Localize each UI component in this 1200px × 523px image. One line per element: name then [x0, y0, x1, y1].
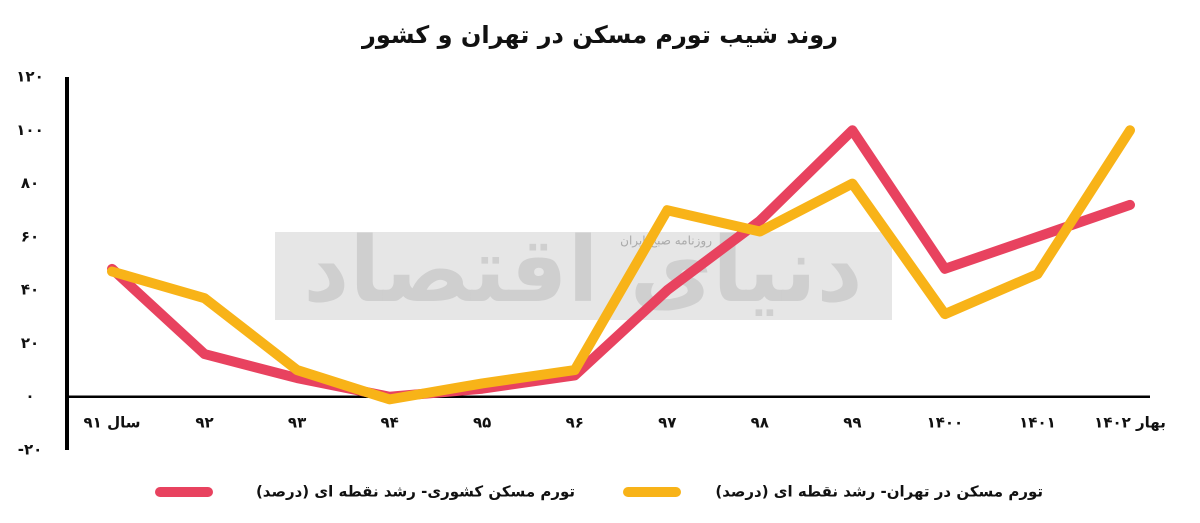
watermark: دنیای اقتصاد	[303, 218, 863, 323]
watermark-band	[275, 232, 892, 320]
y-tick-label: ۱۰۰	[16, 121, 43, 139]
x-tick-label: سال ۹۱	[84, 414, 141, 432]
x-tick-label: ۹۶	[566, 414, 584, 432]
y-tick-label: -۲۰	[18, 441, 43, 459]
watermark-subtitle: روزنامه صبح ایران	[620, 234, 712, 249]
series-line	[107, 125, 1135, 402]
legend-label: تورم مسکن کشوری- رشد نقطه ای (درصد)	[256, 483, 575, 501]
y-tick-label: ۰	[25, 387, 34, 405]
x-tick-label: ۱۴۰۰	[927, 414, 964, 432]
x-tick-label: ۹۷	[658, 414, 676, 432]
x-tick-label: ۹۵	[473, 414, 491, 432]
y-tick-label: ۶۰	[21, 227, 39, 245]
chart-title: روند شیب تورم مسکن در تهران و کشور	[361, 21, 838, 49]
x-tick-label: ۹۲	[195, 414, 213, 432]
x-tick-label: بهار ۱۴۰۲	[1094, 414, 1166, 432]
x-tick-label: ۱۴۰۱	[1019, 414, 1056, 432]
x-tick-label: ۹۳	[288, 414, 306, 432]
x-tick-label: ۹۴	[380, 414, 398, 432]
legend-label: تورم مسکن در تهران- رشد نقطه ای (درصد)	[715, 483, 1043, 501]
series-line	[107, 125, 1135, 405]
y-tick-label: ۱۲۰	[16, 68, 43, 86]
y-tick-label: ۸۰	[21, 174, 39, 192]
x-tick-label: ۹۸	[751, 414, 769, 432]
y-tick-label: ۴۰	[21, 281, 39, 299]
x-tick-label: ۹۹	[843, 414, 861, 432]
y-tick-label: ۲۰	[21, 334, 39, 352]
